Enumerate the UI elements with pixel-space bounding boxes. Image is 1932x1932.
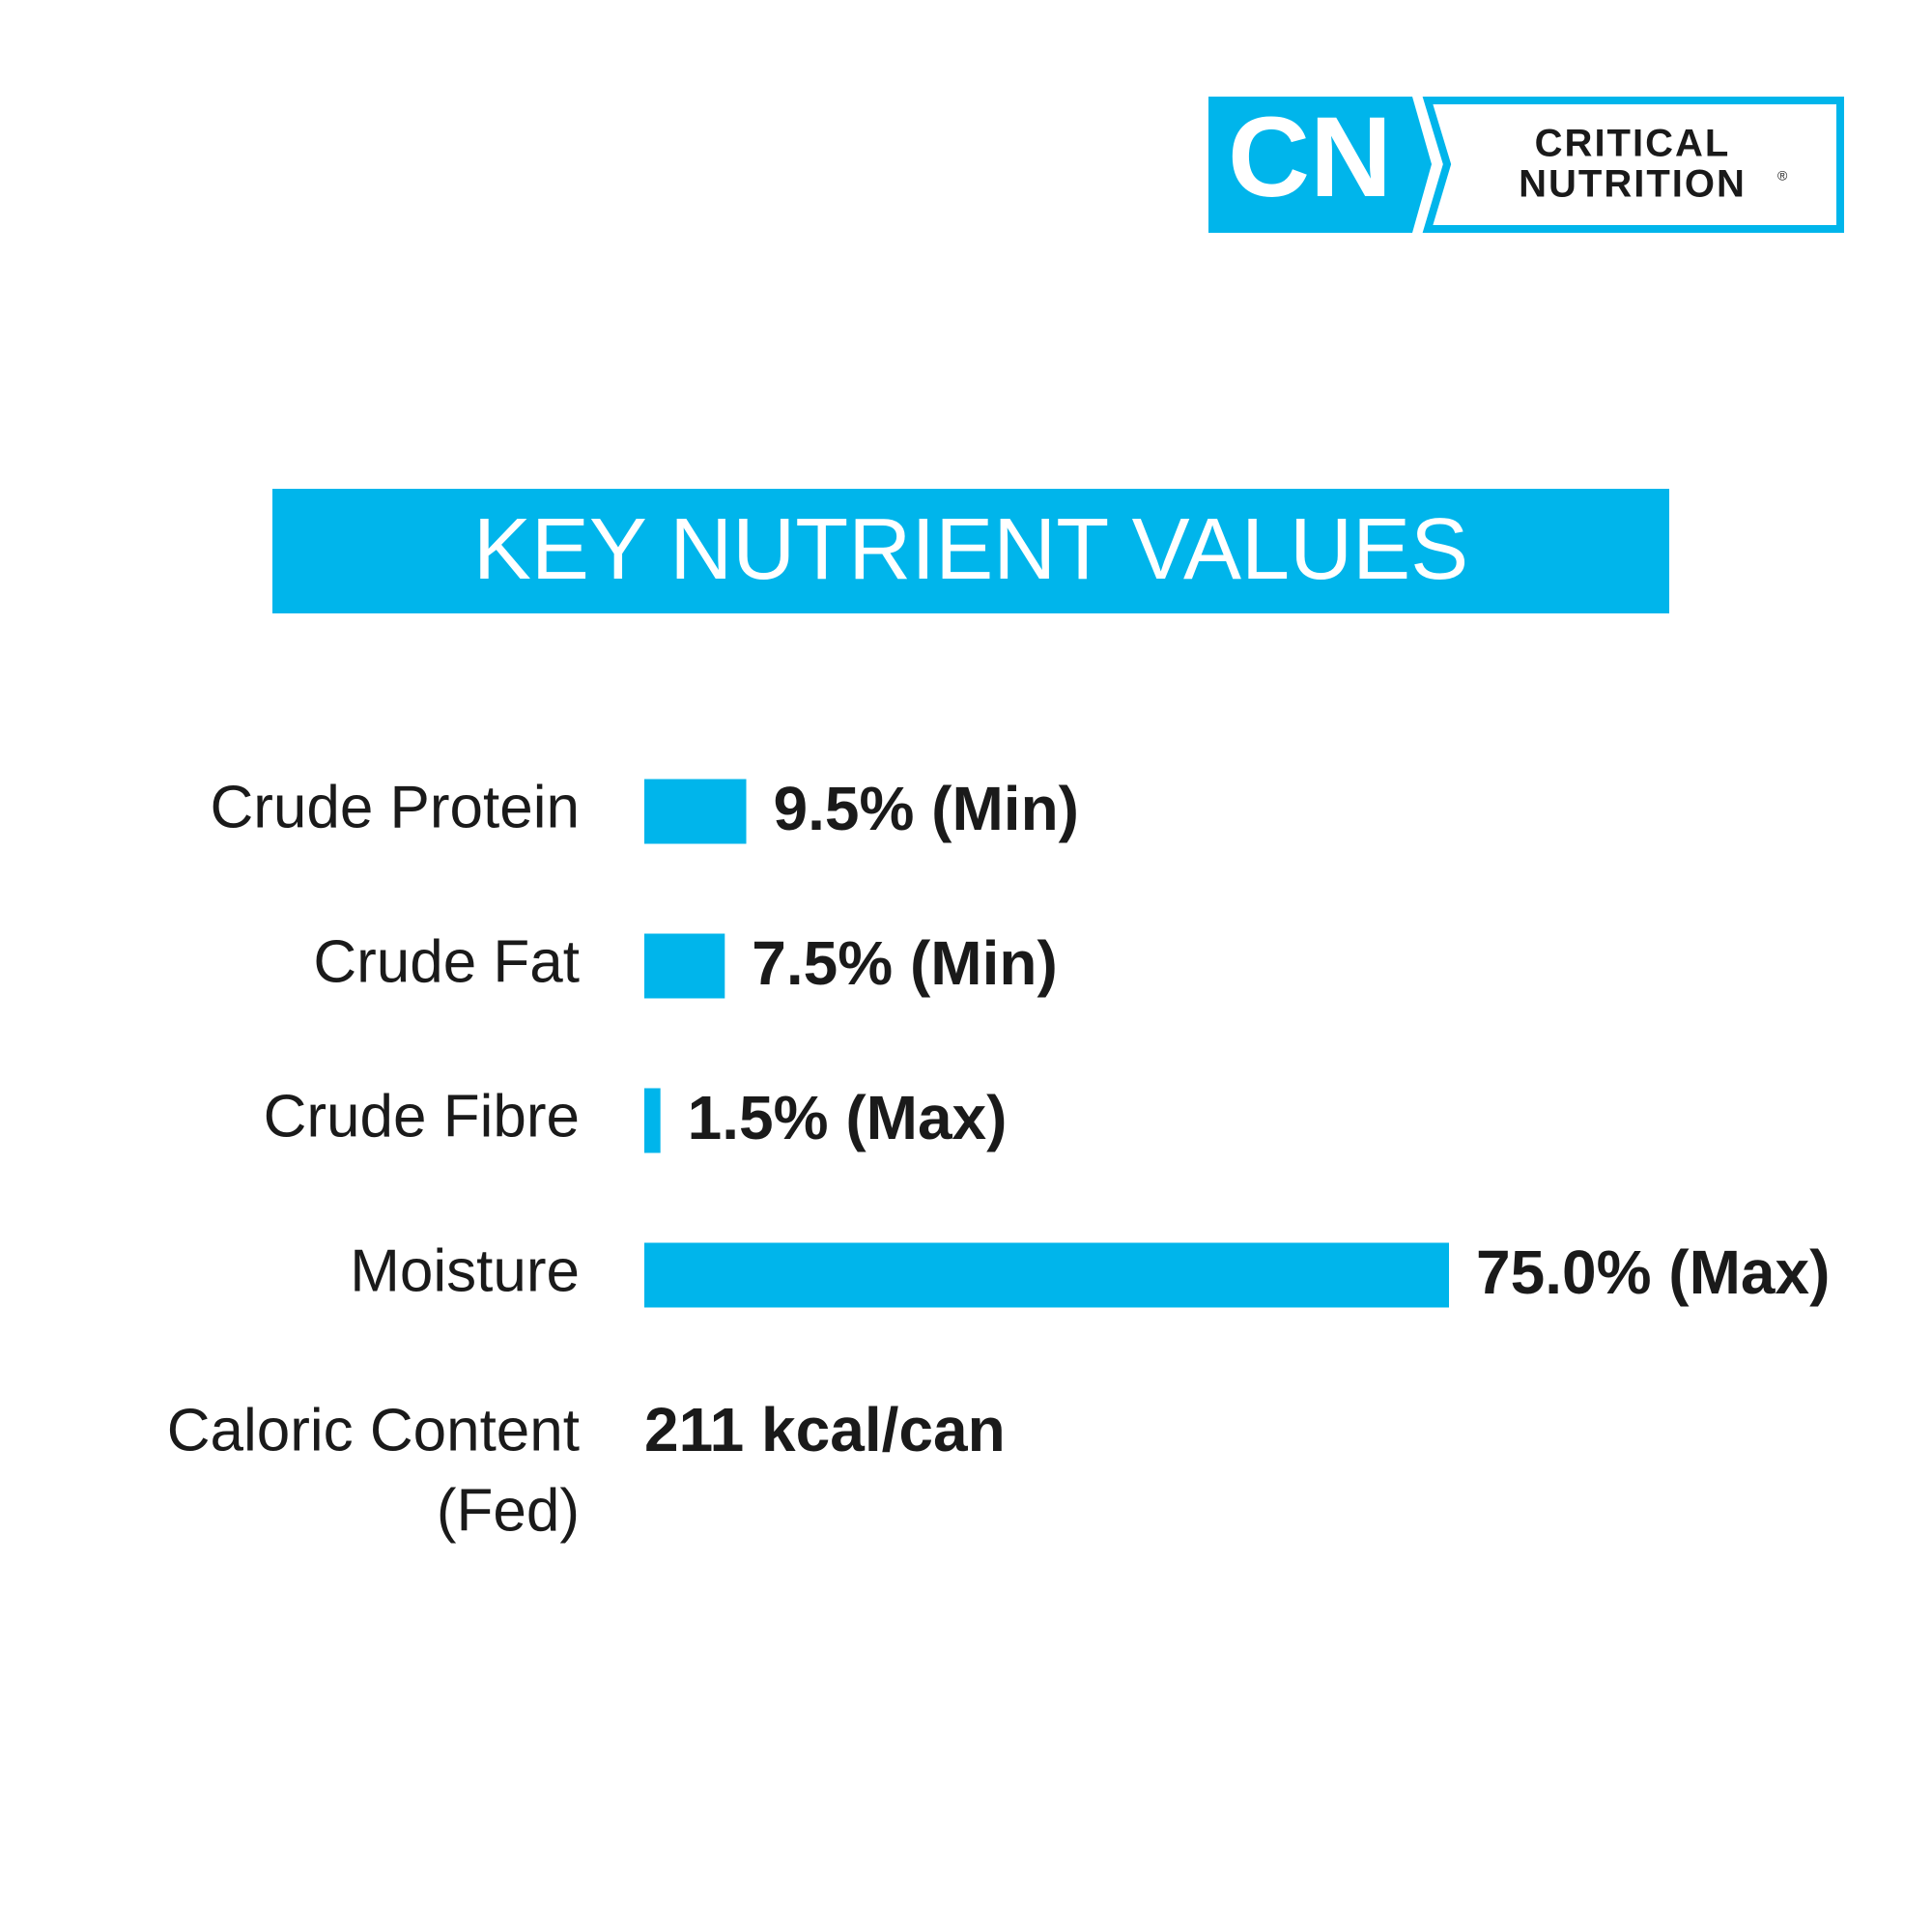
logo-mark: CN xyxy=(1228,94,1392,221)
value-label: 1.5% (Max) xyxy=(688,1083,1008,1152)
bar xyxy=(644,933,725,999)
value-label: 75.0% (Max) xyxy=(1476,1237,1830,1307)
logo-line1: CRITICAL xyxy=(1535,123,1731,165)
bar xyxy=(644,779,747,844)
value-label: 7.5% (Min) xyxy=(752,928,1057,998)
bar xyxy=(644,1088,661,1153)
category-label: Moisture xyxy=(350,1237,580,1304)
category-label: Crude Protein xyxy=(210,774,580,840)
caloric-label: (Fed) xyxy=(437,1477,580,1544)
value-label: 9.5% (Min) xyxy=(774,774,1079,843)
logo-frame xyxy=(1422,97,1844,233)
caloric-value: 211 kcal/can xyxy=(644,1395,1006,1464)
bar xyxy=(644,1242,1449,1308)
logo: CN CRITICAL NUTRITION ® xyxy=(1208,94,1844,233)
logo-reg: ® xyxy=(1777,168,1788,184)
logo-line2: NUTRITION xyxy=(1519,163,1747,206)
logo-mark-bg xyxy=(1208,97,1432,233)
caloric-label: Caloric Content xyxy=(167,1397,580,1463)
category-label: Crude Fat xyxy=(313,928,580,995)
chart-title: KEY NUTRIENT VALUES xyxy=(473,501,1468,598)
category-label: Crude Fibre xyxy=(264,1083,580,1150)
title-banner xyxy=(272,489,1669,613)
